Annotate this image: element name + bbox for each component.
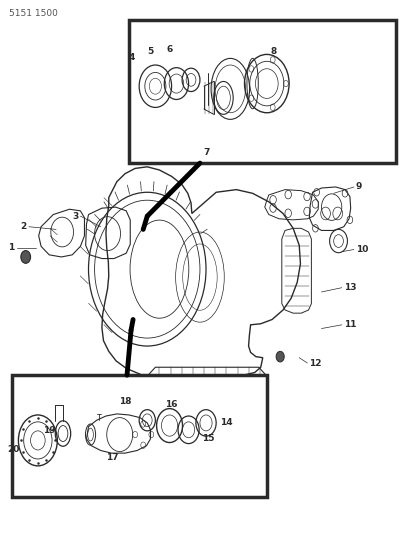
Text: 7: 7	[204, 148, 210, 157]
Text: 11: 11	[344, 320, 356, 329]
Text: 10: 10	[356, 245, 368, 254]
Text: 20: 20	[7, 445, 20, 454]
Text: 14: 14	[220, 418, 233, 427]
Text: 19: 19	[44, 426, 56, 435]
Text: 16: 16	[165, 400, 177, 409]
Text: 6: 6	[166, 45, 173, 54]
Text: 9: 9	[356, 182, 362, 191]
Circle shape	[21, 251, 31, 263]
Text: 4: 4	[129, 53, 135, 62]
Text: 8: 8	[270, 47, 276, 56]
Text: 17: 17	[106, 453, 119, 462]
Text: 15: 15	[202, 434, 215, 443]
Circle shape	[276, 351, 284, 362]
Text: 3: 3	[72, 212, 78, 221]
Text: 12: 12	[309, 359, 322, 367]
Text: 18: 18	[119, 397, 131, 406]
Text: 13: 13	[344, 283, 356, 292]
Bar	[11, 375, 267, 497]
Text: 2: 2	[21, 222, 27, 231]
Text: 1: 1	[9, 244, 15, 253]
Bar	[129, 20, 397, 163]
Text: 5: 5	[147, 47, 153, 56]
Text: 5151 1500: 5151 1500	[9, 9, 58, 18]
